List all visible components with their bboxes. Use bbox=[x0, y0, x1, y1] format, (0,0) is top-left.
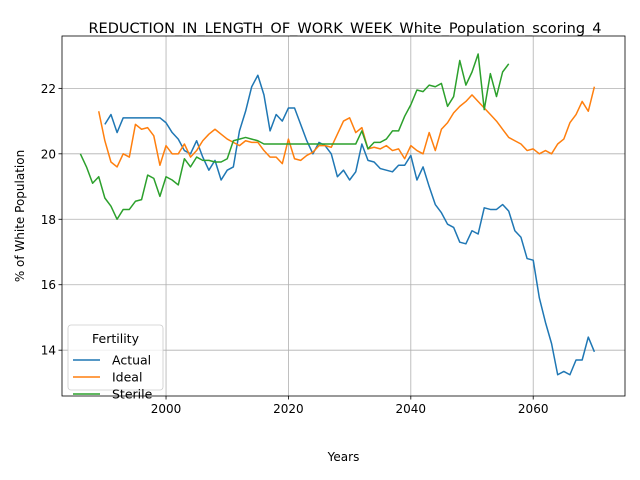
y-tick-label: 22 bbox=[41, 82, 56, 96]
y-axis-label: % of White Population bbox=[13, 150, 27, 282]
legend-label-actual: Actual bbox=[112, 353, 151, 368]
y-tick-label: 16 bbox=[41, 278, 56, 292]
ticks: 2000 2020 2040 2060 14 16 18 20 22 bbox=[41, 82, 549, 416]
y-tick-label: 14 bbox=[41, 344, 56, 358]
series-line-ideal bbox=[97, 86, 596, 168]
legend-box bbox=[67, 324, 164, 391]
legend-label-ideal: Ideal bbox=[112, 370, 142, 385]
series-group bbox=[79, 53, 596, 376]
y-tick-label: 18 bbox=[41, 213, 56, 227]
y-tick-label: 20 bbox=[41, 147, 56, 161]
x-tick-label: 2060 bbox=[518, 402, 549, 416]
x-axis-label: Years bbox=[327, 450, 360, 464]
legend-items: Actual Ideal Sterile bbox=[73, 353, 153, 402]
axes-frame bbox=[61, 35, 626, 397]
legend-title: Fertility bbox=[92, 331, 140, 346]
series-line-actual bbox=[104, 74, 596, 376]
x-tick-label: 2020 bbox=[273, 402, 304, 416]
legend-label-sterile: Sterile bbox=[112, 387, 153, 402]
series-line-sterile bbox=[79, 53, 510, 221]
legend: Fertility Actual Ideal Sterile bbox=[67, 324, 164, 402]
chart-title: REDUCTION_IN_LENGTH_OF_WORK_WEEK_White_P… bbox=[88, 21, 601, 37]
x-tick-label: 2040 bbox=[396, 402, 427, 416]
x-tick-label: 2000 bbox=[151, 402, 182, 416]
